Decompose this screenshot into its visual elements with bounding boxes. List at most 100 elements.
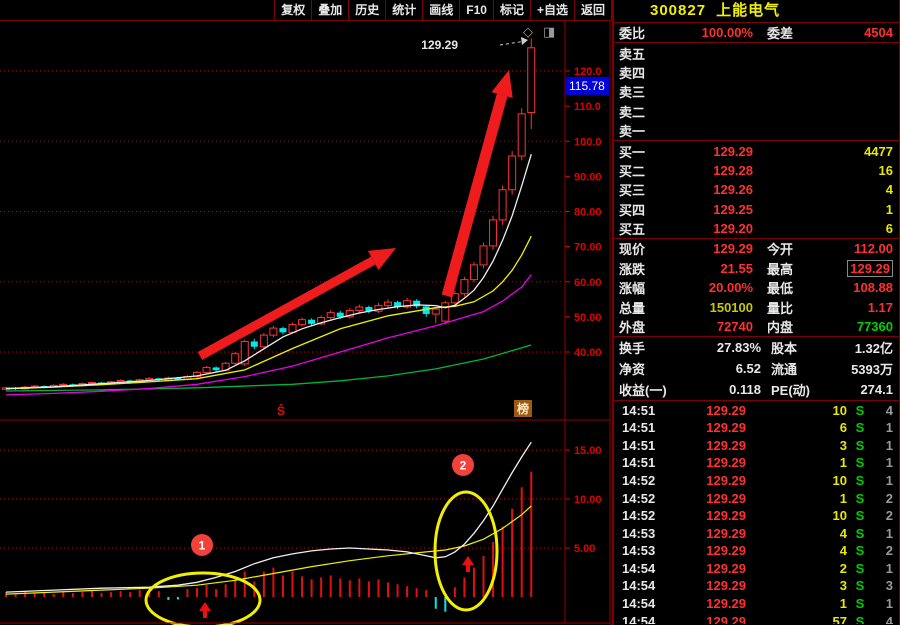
tick-row-11[interactable]: 14:54 129.29 3 S 3 — [614, 577, 899, 595]
tick-vol: 10 — [832, 472, 847, 488]
info-row-1: 换手 27.83% 股本 1.32亿 — [614, 337, 899, 358]
tick-row-9[interactable]: 14:53 129.29 4 S 2 — [614, 542, 899, 560]
half-square-icon[interactable]: ◨ — [543, 25, 555, 40]
info-value: 274.1 — [860, 382, 893, 398]
info-label: 流通 — [771, 362, 798, 378]
bid-label: 买三 — [619, 183, 646, 199]
tick-price: 129.29 — [706, 578, 746, 594]
quote-row-3: 涨幅 20.00% 最低 108.88 — [614, 278, 899, 297]
ask-row-1: 卖一 — [614, 121, 899, 140]
tick-row-8[interactable]: 14:53 129.29 4 S 1 — [614, 524, 899, 542]
candle-up — [345, 310, 354, 318]
toolbar-button-1[interactable]: 复权 — [274, 0, 311, 20]
candle-up — [298, 319, 307, 326]
ma-yellow — [5, 235, 532, 390]
histogram-bar — [501, 526, 504, 597]
bid-price: 129.28 — [713, 162, 753, 178]
candle-up — [441, 302, 450, 322]
bid-row-5: 买五 129.20 6 — [614, 219, 899, 238]
histogram-bar — [272, 567, 275, 597]
bid-levels: 买一 129.29 4477 买二 129.28 16 买三 129.26 4 买四 129.25 1… — [614, 141, 899, 240]
ask-levels: 卖五 卖四 卖三 卖二 卖一 — [614, 43, 899, 142]
toolbar: 复权 叠加 历史 统计 画线 F10 标记 +自选 返回 — [0, 0, 612, 21]
toolbar-button-2[interactable]: 叠加 — [311, 0, 348, 20]
quote-value: 108.88 — [853, 280, 893, 296]
bang-badge-bg[interactable] — [514, 400, 532, 417]
info-value: 0.118 — [729, 382, 761, 398]
candle-down — [174, 377, 182, 380]
toolbar-button-4[interactable]: 统计 — [385, 0, 422, 20]
highlighted-value: 129.29 — [847, 259, 893, 277]
toolbar-button-5[interactable]: 画线 — [422, 0, 459, 20]
axis-label: 5.00 — [574, 543, 595, 555]
quote-panel: 300827 上能电气 委比 100.00% 委差 4504 卖五 卖四 卖三 卖二 卖一… — [612, 0, 900, 625]
tick-row-2[interactable]: 14:51 129.29 6 S 1 — [614, 419, 899, 437]
trend-arrow — [197, 256, 376, 360]
candle-up — [508, 155, 517, 191]
candle-up — [259, 334, 268, 348]
bang-badge-label[interactable]: 榜 — [517, 401, 529, 416]
histogram-bar — [157, 591, 160, 597]
histogram-bar — [482, 555, 485, 597]
diamond-icon[interactable]: ◇ — [523, 25, 533, 40]
chart-background — [0, 0, 612, 625]
tick-row-5[interactable]: 14:52 129.29 10 S 1 — [614, 472, 899, 490]
tick-time: 14:51 — [622, 420, 656, 436]
axis-label: 10.00 — [574, 494, 602, 506]
histogram-bar — [444, 597, 447, 612]
histogram-bar — [358, 578, 361, 597]
tick-row-4[interactable]: 14:51 129.29 1 S 1 — [614, 454, 899, 472]
weibi-row: 委比 100.00% 委差 4504 — [614, 23, 899, 42]
histogram-bar — [129, 592, 132, 597]
stock-chart[interactable]: 129.29 ◇ ◨ Ŝ 榜 1 2 120.0 110.0 100.0 90.00 80.00 70.… — [0, 0, 612, 625]
quote-value: 77360 — [856, 319, 893, 335]
tick-price: 129.29 — [706, 560, 746, 576]
tick-vol: 6 — [839, 420, 847, 436]
tick-row-6[interactable]: 14:52 129.29 1 S 2 — [614, 489, 899, 507]
tick-time: 14:52 — [622, 472, 656, 488]
tick-row-10[interactable]: 14:54 129.29 2 S 1 — [614, 560, 899, 578]
axis-label: 90.00 — [574, 171, 602, 183]
tick-row-13[interactable]: 14:54 129.29 57 S 4 — [614, 612, 899, 625]
toolbar-button-6[interactable]: F10 — [459, 0, 493, 20]
toolbar-button-3[interactable]: 历史 — [348, 0, 385, 20]
quote-label: 总量 — [619, 300, 646, 316]
candle-up — [317, 317, 326, 325]
ask-row-2: 卖二 — [614, 102, 899, 121]
tick-row-1[interactable]: 14:51 129.29 10 S 4 — [614, 401, 899, 419]
histogram-bar — [492, 542, 495, 597]
tick-list[interactable]: 14:51 129.29 10 S 4 14:51 129.29 6 S 1 14:51 129.29… — [614, 401, 899, 625]
indicator-white — [5, 441, 532, 593]
histogram-bar — [148, 592, 151, 597]
histogram-bar — [310, 579, 313, 597]
bid-vol: 1 — [885, 201, 893, 217]
quote-label: 涨跌 — [619, 261, 646, 277]
histogram-bar — [425, 590, 428, 597]
tick-side: S — [855, 525, 865, 541]
tick-row-7[interactable]: 14:52 129.29 10 S 2 — [614, 507, 899, 525]
toolbar-button-9[interactable]: 返回 — [573, 0, 612, 20]
tick-row-12[interactable]: 14:54 129.29 1 S 1 — [614, 595, 899, 613]
info-row-3: 收益(一) 0.118 PE(动) 274.1 — [614, 379, 899, 400]
bid-vol: 16 — [878, 162, 893, 178]
candle-up — [193, 371, 201, 378]
quote-value: 112.00 — [853, 241, 893, 257]
tick-row-3[interactable]: 14:51 129.29 3 S 1 — [614, 436, 899, 454]
ask-label: 卖四 — [619, 65, 646, 81]
info-value: 27.83% — [716, 340, 761, 356]
tick-price: 129.29 — [706, 525, 746, 541]
axis-label: 80.00 — [574, 207, 602, 219]
tick-price: 129.29 — [706, 455, 746, 471]
histogram-bar — [138, 590, 141, 597]
candle-down — [394, 302, 402, 308]
info-value: 6.52 — [735, 361, 761, 377]
quote-value: 1.17 — [867, 299, 893, 315]
histogram-bar — [377, 579, 380, 597]
s-hat-marker: Ŝ — [277, 403, 285, 418]
toolbar-button-7[interactable]: 标记 — [492, 0, 530, 20]
toolbar-button-8[interactable]: +自选 — [529, 0, 574, 20]
histogram-bar — [119, 591, 122, 597]
bid-price: 129.29 — [713, 143, 753, 159]
chart-pane: 129.29 ◇ ◨ Ŝ 榜 1 2 120.0 110.0 100.0 90.00 80.00 70.… — [0, 0, 612, 625]
tick-count: 4 — [885, 402, 893, 418]
